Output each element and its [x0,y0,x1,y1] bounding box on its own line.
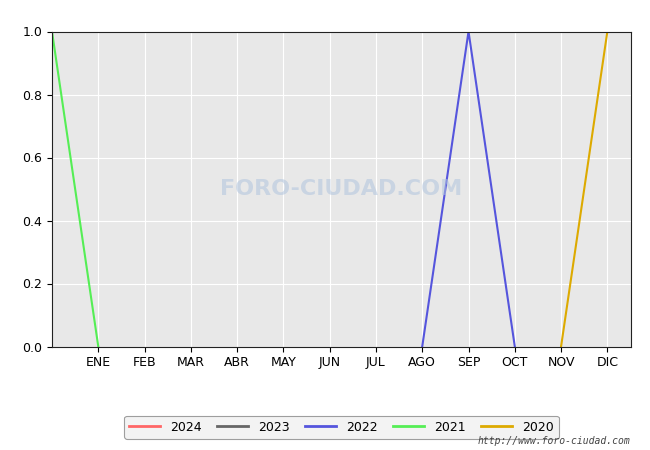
Text: FORO-CIUDAD.COM: FORO-CIUDAD.COM [220,179,462,199]
Text: http://www.foro-ciudad.com: http://www.foro-ciudad.com [478,436,630,446]
Text: Matriculaciones de Vehiculos en Villar del Infantado: Matriculaciones de Vehiculos en Villar d… [111,8,539,26]
Legend: 2024, 2023, 2022, 2021, 2020: 2024, 2023, 2022, 2021, 2020 [124,416,558,439]
